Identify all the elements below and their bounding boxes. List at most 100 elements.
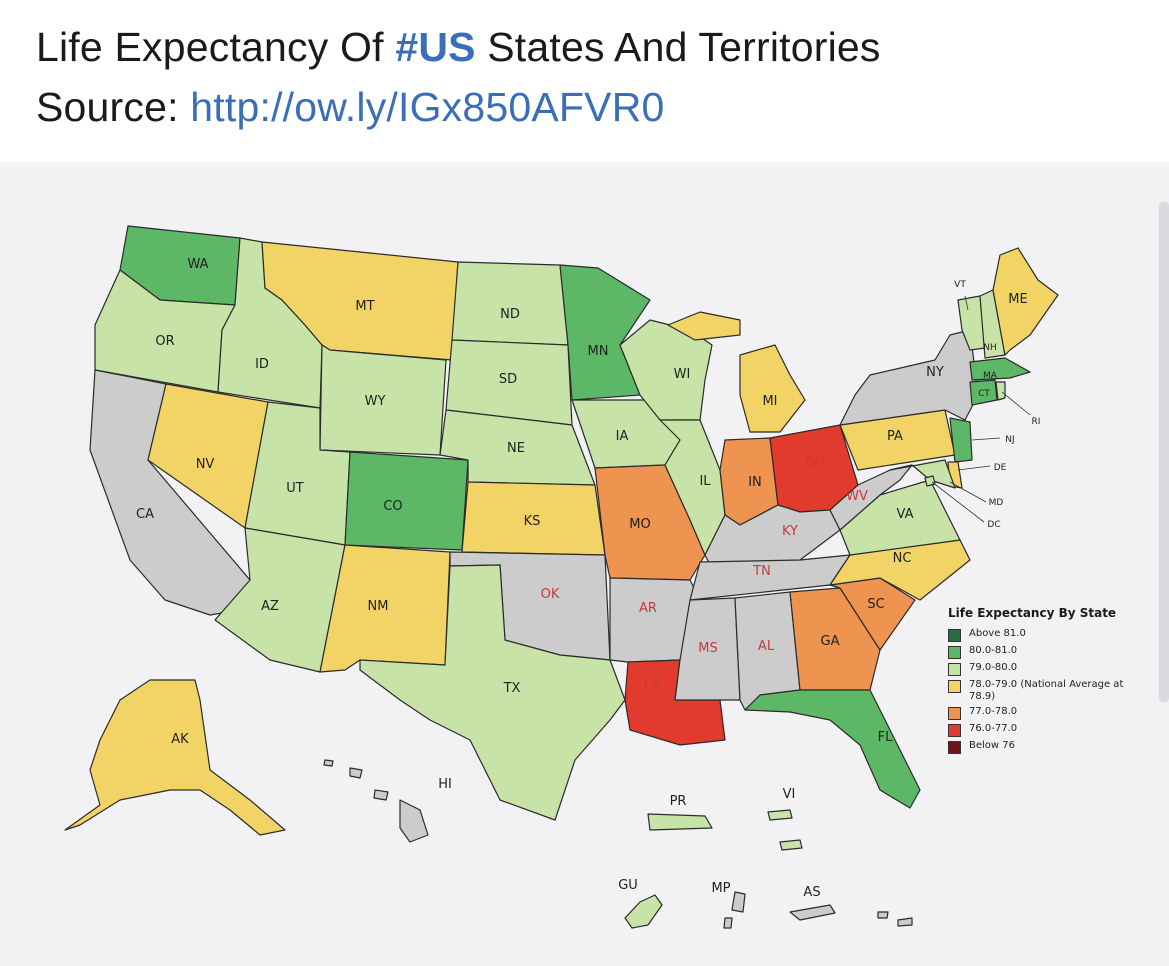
label-la: LA — [644, 679, 661, 694]
label-wy: WY — [365, 394, 386, 409]
legend-item: 78.0-79.0 (National Average at 78.9) — [948, 679, 1158, 703]
state-labels: WA OR CA ID NV MT WY UT AZ CO NM ND SD N… — [136, 257, 1040, 900]
legend-swatch — [948, 741, 961, 754]
state-dc — [924, 475, 936, 487]
map-image: WA OR CA ID NV MT WY UT AZ CO NM ND SD N… — [0, 162, 1169, 966]
us-map: WA OR CA ID NV MT WY UT AZ CO NM ND SD N… — [64, 225, 1059, 929]
label-or: OR — [155, 334, 174, 349]
legend-label: 79.0-80.0 — [969, 662, 1018, 673]
tweet-header: Life Expectancy Of #US States And Territ… — [0, 0, 1169, 162]
label-ny: NY — [926, 365, 944, 380]
label-me: ME — [1008, 292, 1027, 307]
legend-label: 76.0-77.0 — [969, 723, 1018, 734]
state-ak — [64, 679, 286, 836]
label-wa: WA — [187, 257, 208, 272]
state-ga — [789, 587, 881, 691]
label-fl: FL — [878, 730, 893, 745]
legend-item: 76.0-77.0 — [948, 723, 1158, 737]
label-ar: AR — [639, 601, 657, 616]
scrollbar[interactable] — [1159, 202, 1169, 702]
state-wy — [319, 344, 447, 456]
label-ca: CA — [136, 507, 154, 522]
label-pr: PR — [670, 794, 687, 809]
label-mi: MI — [762, 394, 777, 409]
label-il: IL — [699, 474, 711, 489]
label-ak: AK — [171, 732, 189, 747]
state-ri — [995, 381, 1006, 401]
label-ut: UT — [286, 481, 304, 496]
label-nm: NM — [368, 599, 389, 614]
state-nj — [949, 417, 973, 463]
label-tn: TN — [752, 564, 771, 579]
label-ks: KS — [524, 514, 541, 529]
legend: Life Expectancy By State Above 81.0 80.0… — [948, 606, 1158, 757]
state-me — [992, 247, 1059, 356]
state-mi — [667, 311, 806, 433]
legend-items: Above 81.0 80.0-81.0 79.0-80.0 78.0-79.0… — [948, 628, 1158, 754]
label-az: AZ — [261, 599, 279, 614]
label-oh: OH — [805, 455, 825, 470]
legend-title: Life Expectancy By State — [948, 606, 1117, 620]
territory-mp — [723, 891, 746, 929]
label-pa: PA — [887, 429, 903, 444]
legend-swatch — [948, 646, 961, 659]
label-in: IN — [748, 475, 762, 490]
legend-label: 78.0-79.0 (National Average at 78.9) — [969, 679, 1124, 702]
label-sd: SD — [499, 372, 517, 387]
state-wi — [619, 319, 713, 421]
source-line: Source: http://ow.ly/IGx850AFVR0 — [36, 84, 665, 131]
label-vt: VT — [954, 280, 966, 290]
label-hi: HI — [438, 777, 452, 792]
state-ma — [969, 357, 1031, 381]
label-al: AL — [758, 639, 775, 654]
title-text-start: Life Expectancy Of — [36, 24, 396, 70]
label-dc: DC — [987, 520, 1000, 530]
legend-label: Below 76 — [969, 740, 1015, 751]
legend-swatch — [948, 724, 961, 737]
label-ok: OK — [541, 587, 560, 602]
label-nd: ND — [500, 307, 520, 322]
legend-label: 77.0-78.0 — [969, 706, 1018, 717]
state-co — [344, 451, 469, 551]
state-ct — [969, 379, 998, 406]
label-ia: IA — [616, 429, 629, 444]
label-wi: WI — [674, 367, 691, 382]
legend-label: Above 81.0 — [969, 628, 1026, 639]
label-ms: MS — [698, 641, 717, 656]
hashtag-link[interactable]: #US — [395, 24, 476, 70]
label-md: MD — [989, 498, 1004, 508]
label-co: CO — [383, 499, 402, 514]
source-link[interactable]: http://ow.ly/IGx850AFVR0 — [190, 84, 665, 130]
label-mt: MT — [355, 299, 374, 314]
source-label: Source: — [36, 84, 191, 130]
legend-item: Below 76 — [948, 740, 1158, 754]
label-ri: RI — [1032, 417, 1041, 427]
label-id: ID — [255, 357, 269, 372]
state-fl — [744, 689, 921, 809]
label-wv: WV — [846, 489, 868, 504]
legend-item: 77.0-78.0 — [948, 706, 1158, 720]
legend-swatch — [948, 707, 961, 720]
legend-swatch — [948, 680, 961, 693]
label-de: DE — [994, 463, 1007, 473]
legend-item: Above 81.0 — [948, 628, 1158, 642]
state-hi — [323, 759, 429, 843]
label-va: VA — [897, 507, 914, 522]
territory-pr — [647, 813, 713, 831]
label-mp: MP — [711, 881, 730, 896]
legend-item: 79.0-80.0 — [948, 662, 1158, 676]
label-mn: MN — [588, 344, 609, 359]
label-vi: VI — [783, 787, 796, 802]
legend-swatch — [948, 663, 961, 676]
label-nc: NC — [893, 551, 912, 566]
label-nv: NV — [196, 457, 215, 472]
label-ga: GA — [821, 634, 840, 649]
state-vt — [957, 295, 986, 351]
title-text-end: States And Territories — [475, 24, 881, 70]
label-nh: NH — [983, 343, 997, 353]
label-ne: NE — [507, 441, 525, 456]
legend-label: 80.0-81.0 — [969, 645, 1018, 656]
label-gu: GU — [618, 878, 638, 893]
label-nj: NJ — [1005, 435, 1014, 445]
label-ky: KY — [782, 524, 798, 539]
